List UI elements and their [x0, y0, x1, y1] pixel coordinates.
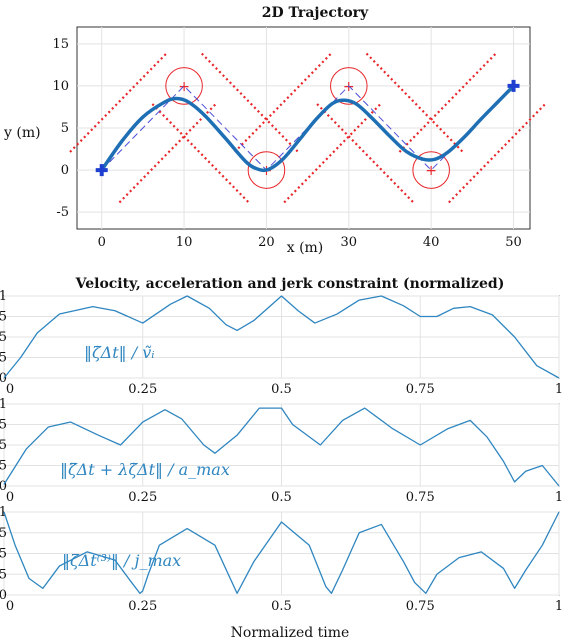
trajectory-line	[99, 84, 516, 173]
panel-y-tick-label: 1	[0, 397, 7, 412]
waypoint-circle	[165, 67, 203, 105]
panel-y-tick-label: .25	[0, 459, 7, 474]
constraint-panel: 0.25.5.75100.250.50.751‖ζ̇Δt‖ / ṽᵢ	[0, 289, 563, 397]
panel-x-tick-label: 0	[6, 490, 14, 505]
endpoint-marker	[507, 79, 520, 92]
trajectory-plot: ++++	[69, 52, 547, 204]
panel-x-tick-label: 0.25	[128, 490, 157, 505]
constraint-panel: 0.25.5.75100.250.50.751‖ζ̈Δt + λζ̇Δt‖ / …	[0, 397, 563, 505]
panel-y-tick-label: 0	[0, 479, 7, 494]
panel-y-tick-label: 1	[0, 289, 7, 304]
panel-x-tick-label: 0.5	[271, 382, 292, 397]
x-tick-label: 20	[258, 235, 275, 250]
y-tick-label: 0	[61, 163, 69, 178]
panel-x-tick-label: 0.75	[406, 382, 435, 397]
y-tick-label: 10	[52, 79, 69, 94]
panel-series-line	[3, 407, 560, 487]
panel-x-tick-label: 0	[6, 599, 14, 614]
trajectory-ticks: 0 10 20 30 40 50 -5 0 5 10 15	[52, 37, 521, 250]
panel-x-tick-label: 1	[555, 599, 563, 614]
panel-x-tick-label: 0.25	[128, 382, 157, 397]
panel-y-tick-label: .5	[0, 547, 7, 562]
waypoint-marker: +	[178, 79, 190, 95]
panel-series-line	[3, 295, 560, 379]
panel-x-tick-label: 1	[555, 382, 563, 397]
panel-y-tick-label: 0	[0, 371, 7, 386]
x-tick-label: 50	[505, 235, 522, 250]
panel-y-tick-label: .5	[0, 330, 7, 345]
panel-x-tick-label: 0	[6, 382, 14, 397]
waypoint-marker: +	[343, 79, 355, 95]
trajectory-title: 2D Trajectory	[262, 5, 369, 21]
waypoint-circle	[247, 151, 286, 189]
panel-y-tick-label: .5	[0, 438, 7, 453]
x-tick-label: 0	[98, 235, 106, 250]
x-tick-label: 30	[341, 235, 358, 250]
waypoint-marker: +	[425, 163, 437, 179]
y-tick-label: 15	[52, 37, 69, 52]
constraint-title: Velocity, acceleration and jerk constrai…	[75, 276, 505, 292]
panel-annotation: ‖ζ̇Δt‖ / ṽᵢ	[84, 343, 154, 362]
panel-series-line	[3, 511, 560, 594]
panel-x-tick-label: 0.5	[271, 599, 292, 614]
panel-y-tick-label: .25	[0, 567, 7, 582]
x-tick-label: 40	[423, 235, 440, 250]
trajectory-xlabel: x (m)	[287, 240, 324, 256]
panel-y-tick-label: .75	[0, 526, 7, 541]
panel-x-tick-label: 0.75	[406, 490, 435, 505]
panel-x-tick-label: 0.25	[128, 599, 157, 614]
constraint-panel: 0.25.5.75100.250.50.751‖ζΔt⁽³⁾‖ / j_max	[0, 505, 563, 614]
trajectory-grid	[77, 27, 530, 229]
waypoint-circle	[412, 151, 450, 189]
panel-y-tick-label: 0	[0, 588, 7, 603]
panel-y-tick-label: .25	[0, 351, 7, 366]
panel-y-tick-label: .75	[0, 310, 7, 325]
panel-annotation: ‖ζ̈Δt + λζ̇Δt‖ / a_max	[60, 460, 230, 479]
constraint-xlabel: Normalized time	[231, 625, 350, 641]
panel-annotation: ‖ζΔt⁽³⁾‖ / j_max	[62, 551, 181, 570]
constraint-panels: 0.25.5.75100.250.50.751‖ζ̇Δt‖ / ṽᵢ0.25.5…	[0, 289, 563, 614]
panel-x-tick-label: 1	[555, 490, 563, 505]
panel-x-tick-label: 0.75	[406, 599, 435, 614]
waypoint-circle	[330, 67, 368, 105]
trajectory-ylabel: y (m)	[3, 125, 41, 141]
panel-y-tick-label: .75	[0, 418, 7, 433]
endpoint-marker	[95, 164, 108, 177]
y-tick-label: 5	[61, 121, 69, 136]
panel-x-tick-label: 0.5	[271, 490, 292, 505]
y-tick-label: -5	[56, 205, 69, 220]
x-tick-label: 10	[176, 235, 193, 250]
